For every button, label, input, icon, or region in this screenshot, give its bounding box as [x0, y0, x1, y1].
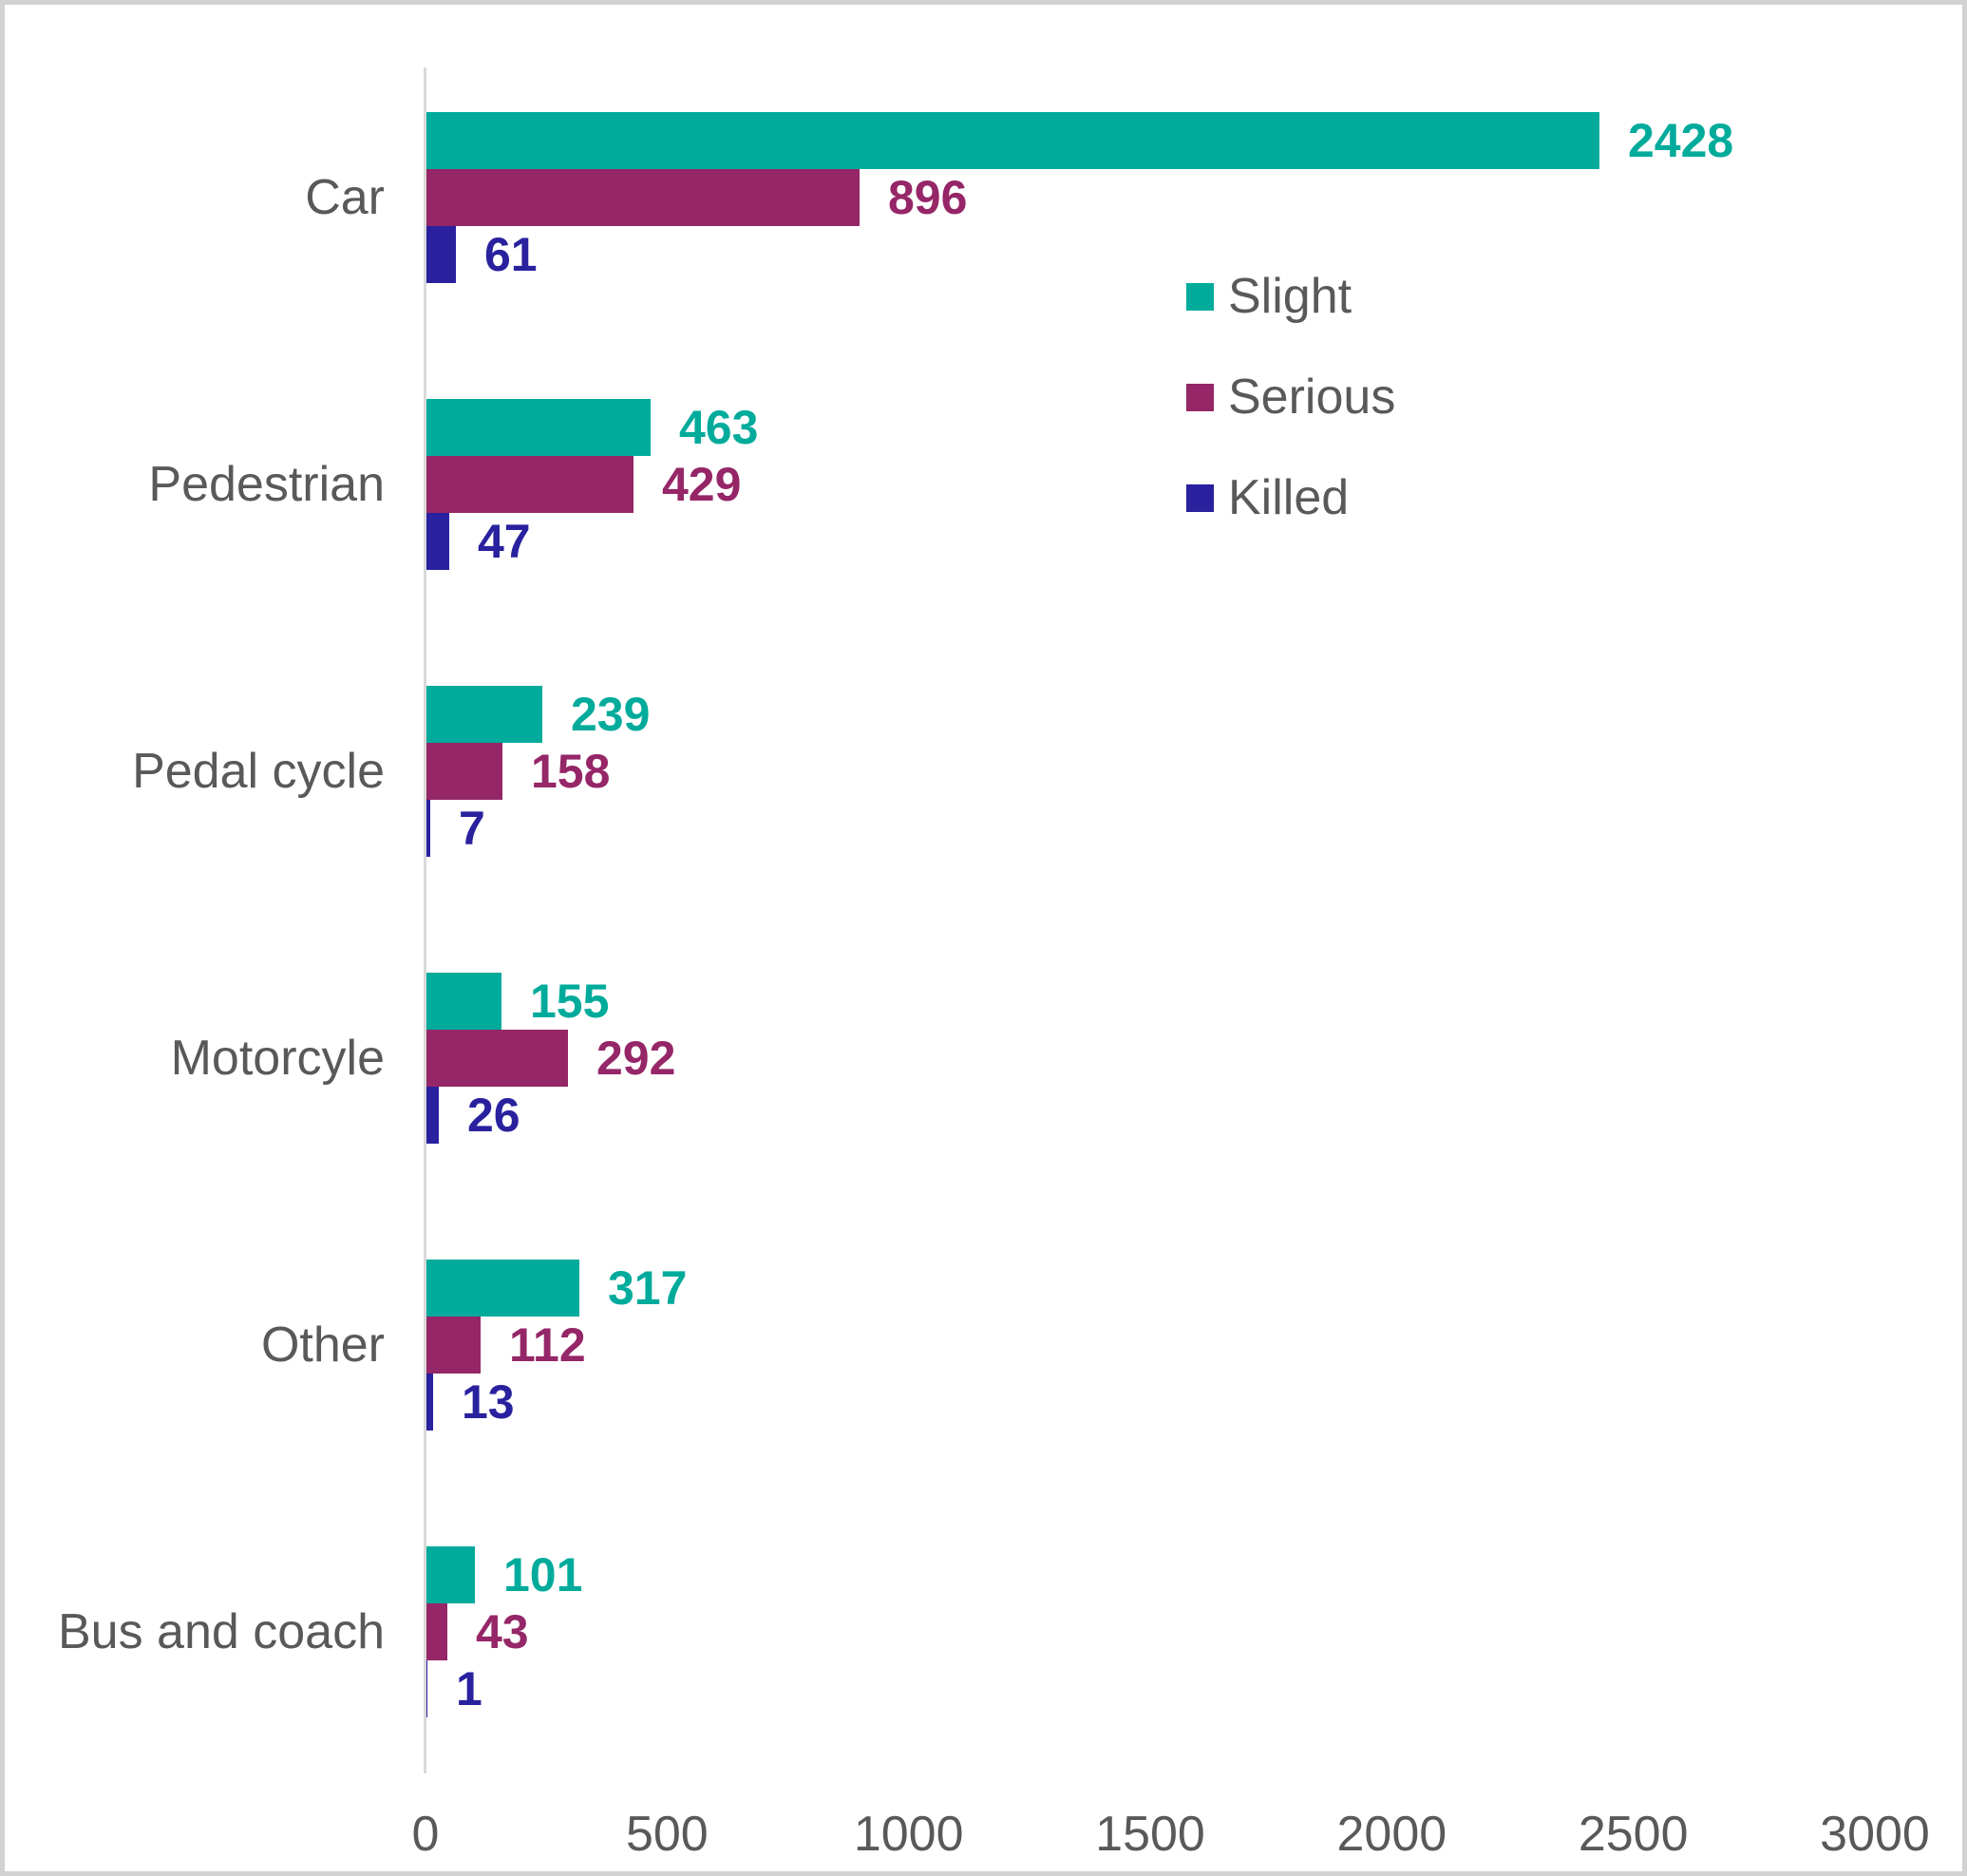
- category-label: Car: [305, 170, 385, 225]
- y-axis-baseline: [424, 67, 426, 1773]
- x-tick-label: 0: [411, 1807, 440, 1862]
- bar-killed: [426, 1087, 439, 1144]
- bar-slight: [426, 973, 501, 1030]
- bar-serious: [426, 169, 860, 226]
- bar-killed: [426, 1660, 427, 1717]
- x-tick-label: 2500: [1578, 1807, 1689, 1862]
- bar-slight: [426, 1546, 475, 1603]
- category-label: Other: [260, 1317, 385, 1373]
- category-label: Motorcyle: [170, 1031, 385, 1086]
- value-label: 292: [596, 1032, 676, 1085]
- bar-serious: [426, 456, 634, 513]
- legend-swatch-slight: [1186, 282, 1214, 311]
- bar-slight: [426, 399, 651, 456]
- bar-serious: [426, 1603, 447, 1660]
- bar-killed: [426, 513, 449, 570]
- legend-swatch-killed: [1186, 483, 1214, 512]
- x-tick-label: 1000: [853, 1807, 964, 1862]
- legend-label-serious: Serious: [1228, 370, 1396, 425]
- category-label: Bus and coach: [57, 1604, 385, 1659]
- value-label: 112: [509, 1318, 586, 1372]
- bar-slight: [426, 686, 542, 743]
- legend-swatch-serious: [1186, 383, 1214, 411]
- legend-label-killed: Killed: [1228, 470, 1350, 525]
- x-tick-label: 1500: [1095, 1807, 1205, 1862]
- legend: Slight Serious Killed: [1186, 268, 1395, 526]
- value-label: 239: [571, 688, 651, 741]
- value-label: 2428: [1628, 114, 1734, 167]
- value-label: 7: [459, 802, 485, 855]
- value-label: 43: [476, 1605, 529, 1658]
- bar-serious: [426, 743, 502, 800]
- value-label: 463: [679, 401, 759, 454]
- bar-killed: [426, 800, 430, 857]
- legend-item-killed: Killed: [1186, 469, 1395, 526]
- value-label: 26: [467, 1089, 520, 1142]
- legend-item-slight: Slight: [1186, 268, 1395, 325]
- legend-label-slight: Slight: [1228, 269, 1352, 324]
- value-label: 13: [462, 1375, 515, 1429]
- bar-killed: [426, 226, 456, 283]
- category-label: Pedal cycle: [132, 744, 385, 799]
- x-tick-label: 3000: [1820, 1807, 1930, 1862]
- bar-slight: [426, 1260, 579, 1317]
- bar-slight: [426, 112, 1599, 169]
- bar-killed: [426, 1374, 433, 1431]
- value-label: 1: [456, 1662, 482, 1715]
- value-label: 158: [531, 745, 611, 798]
- value-label: 61: [484, 228, 538, 281]
- value-label: 429: [662, 458, 742, 511]
- value-label: 47: [478, 515, 531, 568]
- value-label: 896: [888, 171, 968, 224]
- value-label: 155: [530, 975, 610, 1028]
- value-label: 317: [608, 1261, 688, 1315]
- bar-serious: [426, 1030, 568, 1087]
- x-tick-label: 2000: [1336, 1807, 1447, 1862]
- x-tick-label: 500: [625, 1807, 709, 1862]
- category-label: Pedestrian: [148, 457, 385, 512]
- legend-item-serious: Serious: [1186, 369, 1395, 426]
- value-label: 101: [503, 1548, 583, 1601]
- bar-serious: [426, 1317, 481, 1374]
